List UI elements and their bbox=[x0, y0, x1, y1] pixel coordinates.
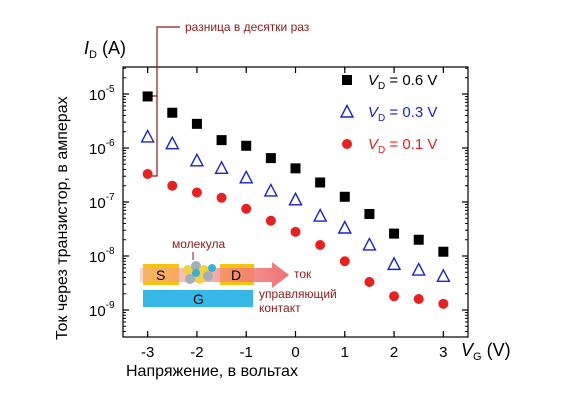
gate-label-line1: управляющий bbox=[259, 287, 337, 301]
data-point bbox=[216, 192, 227, 203]
data-point bbox=[142, 169, 153, 180]
data-point bbox=[263, 182, 279, 197]
series-1 bbox=[140, 128, 451, 283]
legend-label: VD = 0.6 V bbox=[368, 72, 437, 92]
y-tick-label: 10-9 bbox=[89, 300, 115, 320]
drain-letter: D bbox=[231, 267, 241, 283]
y-axis-caption: Ток через транзистор, в амперах bbox=[54, 96, 71, 340]
data-point bbox=[413, 293, 424, 304]
x-axis-ticks: -3 -2 -1 0 1 2 3 bbox=[141, 67, 448, 361]
molecule-label: молекула bbox=[172, 237, 225, 251]
x-axis-variable-label: VG (V) bbox=[461, 340, 511, 363]
legend: VD = 0.6 V VD = 0.3 V VD = 0.1 V bbox=[339, 72, 437, 156]
difference-annotation: разница в десятки раз bbox=[148, 20, 310, 177]
data-point bbox=[315, 177, 326, 188]
data-point bbox=[191, 187, 202, 198]
data-point bbox=[386, 256, 402, 271]
y-axis-ticks: 10-5 10-6 10-7 10-8 10-9 bbox=[89, 67, 468, 332]
data-point bbox=[216, 135, 227, 146]
data-point bbox=[438, 298, 449, 309]
molecule-icon bbox=[183, 261, 216, 284]
x-tick-label: -2 bbox=[190, 344, 203, 361]
legend-label: VD = 0.1 V bbox=[368, 136, 437, 156]
data-point bbox=[411, 262, 426, 276]
data-point bbox=[364, 208, 375, 219]
data-point bbox=[389, 228, 400, 239]
data-point bbox=[290, 226, 301, 237]
series-2 bbox=[142, 169, 449, 309]
data-point bbox=[337, 219, 352, 234]
gate-label-line2: контакт bbox=[259, 301, 301, 315]
gate-electrode bbox=[143, 290, 253, 307]
current-arrow bbox=[140, 262, 289, 288]
data-markers bbox=[140, 91, 451, 309]
data-point bbox=[241, 203, 252, 214]
annotation-text: разница в десятки раз bbox=[185, 20, 310, 34]
data-point bbox=[265, 215, 276, 226]
x-tick-label: 2 bbox=[390, 344, 398, 361]
legend-marker bbox=[342, 75, 352, 85]
data-point bbox=[167, 107, 178, 118]
data-point bbox=[239, 169, 254, 184]
gate-letter: G bbox=[193, 291, 204, 307]
data-point bbox=[167, 180, 178, 191]
data-point bbox=[265, 153, 276, 164]
data-point bbox=[339, 256, 350, 267]
data-point bbox=[436, 268, 451, 283]
legend-marker bbox=[339, 103, 355, 118]
data-point bbox=[312, 208, 328, 222]
data-point bbox=[288, 191, 303, 206]
data-point bbox=[214, 160, 229, 175]
transistor-inset: G S D молекула ток управляющий контакт bbox=[140, 237, 337, 315]
x-tick-label: -1 bbox=[240, 344, 253, 361]
data-point bbox=[191, 118, 202, 129]
data-point bbox=[142, 91, 153, 102]
y-axis-variable-label: ID (A) bbox=[84, 38, 126, 61]
legend-marker bbox=[342, 139, 352, 149]
data-point bbox=[389, 291, 400, 302]
data-point bbox=[189, 152, 205, 167]
data-point bbox=[241, 140, 252, 151]
x-tick-label: 3 bbox=[439, 344, 447, 361]
data-point bbox=[438, 246, 449, 257]
x-tick-label: -3 bbox=[141, 344, 154, 361]
source-letter: S bbox=[156, 267, 165, 283]
data-point bbox=[362, 236, 377, 251]
y-tick-label: 10-5 bbox=[89, 84, 115, 104]
x-tick-label: 1 bbox=[341, 344, 349, 361]
x-axis-caption: Напряжение, в вольтах bbox=[126, 363, 298, 380]
data-point bbox=[413, 234, 424, 245]
y-tick-label: 10-6 bbox=[89, 138, 115, 158]
data-point bbox=[140, 128, 155, 143]
y-tick-label: 10-8 bbox=[89, 246, 115, 266]
data-point bbox=[364, 277, 375, 288]
series-0 bbox=[142, 91, 449, 257]
data-point bbox=[290, 163, 301, 174]
data-point bbox=[339, 191, 350, 202]
x-tick-label: 0 bbox=[291, 344, 299, 361]
data-point bbox=[315, 239, 326, 250]
data-point bbox=[165, 135, 180, 150]
legend-label: VD = 0.3 V bbox=[368, 104, 437, 124]
y-tick-label: 10-7 bbox=[89, 192, 115, 212]
current-label: ток bbox=[294, 267, 312, 281]
